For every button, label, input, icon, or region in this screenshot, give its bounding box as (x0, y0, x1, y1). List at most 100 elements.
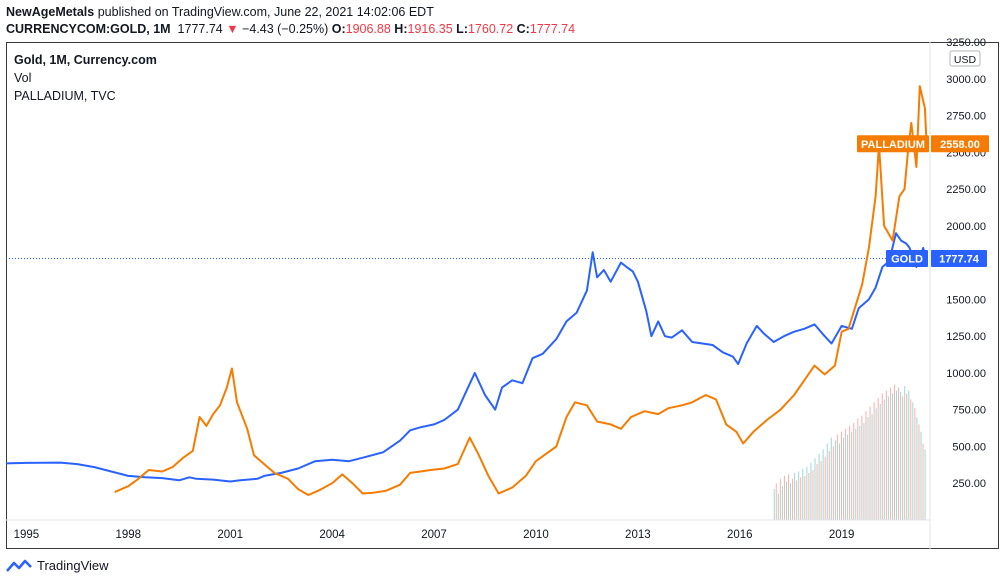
tradingview-branding[interactable]: TradingView (6, 558, 109, 573)
volume-bar (914, 408, 916, 520)
volume-bar (881, 393, 883, 520)
volume-bar (875, 408, 877, 520)
high-label: H: (394, 22, 408, 36)
published-text: published on TradingView.com, June 22, 2… (97, 5, 434, 19)
volume-bar (798, 471, 800, 520)
volume-bar (920, 431, 922, 520)
volume-bar (859, 425, 861, 520)
volume-bar (816, 464, 818, 520)
legend-vol[interactable]: Vol (14, 71, 32, 85)
currency-badge[interactable]: USD (949, 50, 981, 67)
volume-bar (887, 396, 889, 520)
volume-bar (826, 443, 828, 520)
volume-bar (808, 472, 810, 520)
x-tick-label: 2016 (727, 529, 753, 541)
x-tick-label: 1998 (115, 529, 141, 541)
low-value: 1760.72 (467, 22, 514, 36)
volume-bar (822, 449, 824, 520)
volume-bar (857, 418, 859, 520)
volume-bar (851, 431, 853, 520)
last-price: 1777.74 (177, 22, 223, 36)
palladium-price-tag: PALLADIUM 2558.00 (857, 135, 989, 153)
gold-tag-label: GOLD (891, 254, 923, 266)
volume-bar (796, 480, 798, 520)
y-tick-label: 3000.00 (946, 74, 986, 86)
volume-bar (836, 434, 838, 520)
volume-bar (781, 486, 783, 520)
volume-bar (794, 472, 796, 520)
volume-bars (773, 384, 926, 520)
legend-compare[interactable]: PALLADIUM, TVC (14, 89, 116, 103)
volume-bar (902, 396, 904, 520)
volume-bar (775, 483, 777, 520)
close-value: 1777.74 (529, 22, 576, 36)
footer-brand: TradingView (37, 558, 109, 573)
palladium-tag-value: 2558.00 (940, 139, 980, 151)
y-axis-ticks: 250.00500.00750.001000.001250.001500.001… (946, 37, 986, 490)
x-tick-label: 2019 (829, 529, 855, 541)
y-tick-label: 3250.00 (946, 37, 986, 49)
volume-bar (800, 477, 802, 520)
volume-bar (820, 461, 822, 520)
y-tick-label: 250.00 (952, 478, 986, 490)
volume-bar (840, 431, 842, 520)
y-tick-label: 750.00 (952, 405, 986, 417)
volume-bar (783, 475, 785, 520)
volume-bar (912, 402, 914, 520)
gold-tag-value: 1777.74 (939, 254, 980, 266)
volume-bar (814, 458, 816, 520)
volume-bar (906, 393, 908, 520)
y-tick-label: 2250.00 (946, 184, 986, 196)
volume-bar (869, 406, 871, 520)
legend-main[interactable]: Gold, 1M, Currency.com (14, 53, 157, 67)
volume-bar (863, 422, 865, 520)
triangle-down-icon: ▼ (226, 22, 239, 36)
volume-bar (898, 387, 900, 520)
volume-bar (810, 462, 812, 520)
open-value: 1906.88 (345, 22, 391, 36)
x-tick-label: 2007 (421, 529, 447, 541)
volume-bar (871, 414, 873, 520)
volume-bar (916, 417, 918, 520)
publisher-name[interactable]: NewAgeMetals (6, 5, 95, 19)
volume-bar (885, 390, 887, 520)
gold-price-tag: GOLD 1777.74 (886, 250, 987, 268)
gold-series-line (5, 232, 927, 483)
x-tick-label: 2004 (319, 529, 345, 541)
volume-bar (908, 390, 910, 520)
volume-bar (849, 425, 851, 520)
volume-bar (790, 483, 792, 520)
volume-bar (788, 474, 790, 520)
x-tick-label: 1995 (14, 529, 40, 541)
volume-bar (773, 489, 775, 520)
palladium-tag-label: PALLADIUM (861, 139, 925, 151)
volume-bar (832, 446, 834, 520)
volume-bar (904, 386, 906, 520)
symbol-line: CURRENCYCOM:GOLD, 1M 1777.74 ▼ −4.43 (−0… (6, 22, 575, 36)
volume-bar (889, 387, 891, 520)
volume-bar (812, 469, 814, 520)
volume-bar (779, 478, 781, 520)
tradingview-logo-icon (6, 559, 32, 572)
volume-bar (861, 415, 863, 520)
chart-frame (6, 42, 999, 549)
volume-bar (896, 390, 898, 520)
currency-label: USD (954, 54, 977, 66)
low-label: L: (456, 22, 468, 36)
price-change: −4.43 (−0.25%) (242, 22, 329, 36)
x-tick-label: 2010 (523, 529, 549, 541)
volume-bar (838, 443, 840, 520)
volume-bar (845, 428, 847, 520)
volume-bar (843, 437, 845, 520)
volume-bar (893, 384, 895, 520)
volume-bar (891, 393, 893, 520)
y-tick-label: 2750.00 (946, 111, 986, 123)
y-tick-label: 500.00 (952, 441, 986, 453)
x-axis-ticks: 1995 1998 2001 2004 2007 2010 2013 2016 2019 (14, 529, 855, 541)
volume-bar (777, 493, 779, 520)
volume-bar (910, 399, 912, 520)
volume-bar (802, 468, 804, 520)
volume-bar (804, 475, 806, 520)
open-label: O: (331, 22, 346, 36)
